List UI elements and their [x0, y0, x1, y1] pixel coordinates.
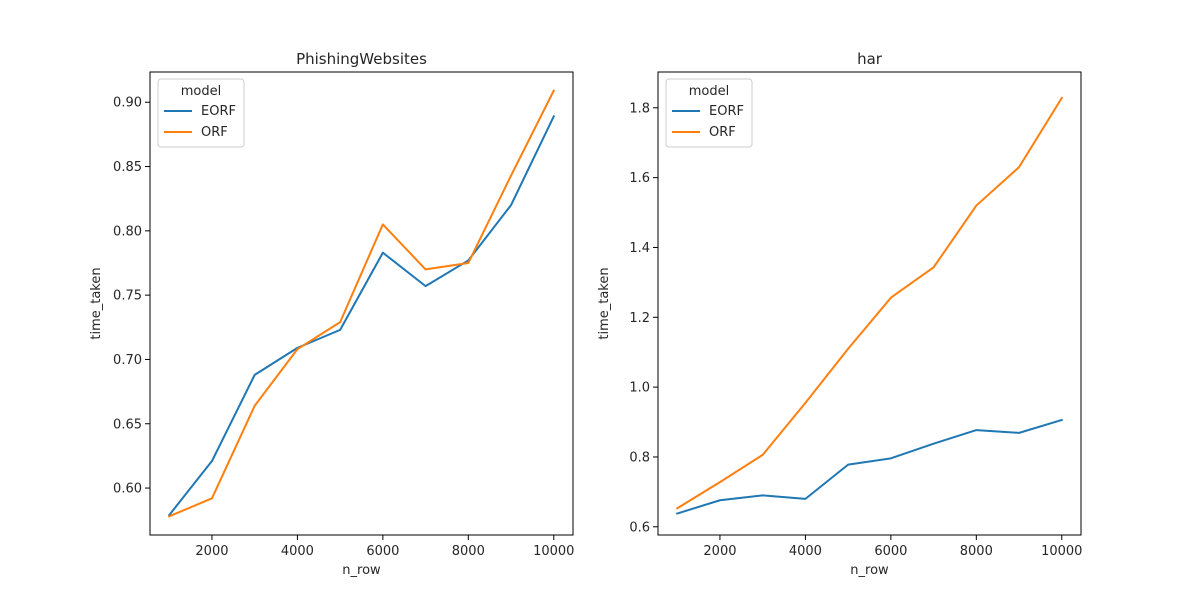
plot-frame [657, 71, 1082, 536]
legend: model EORF ORF [665, 78, 753, 148]
y-tick-label: 1.6 [629, 171, 650, 186]
y-tick-label: 0.90 [113, 96, 142, 111]
x-tick-label: 4000 [281, 544, 314, 559]
x-tick-label: 10000 [1041, 544, 1082, 559]
x-tick-label: 4000 [789, 544, 822, 559]
x-tick-label: 2000 [195, 544, 228, 559]
x-tick-label: 8000 [960, 544, 993, 559]
x-tick-label: 2000 [703, 544, 736, 559]
series-line-orf [167, 89, 556, 518]
legend-box [665, 78, 753, 148]
plot-frame [149, 71, 574, 536]
legend-box [157, 78, 245, 148]
chart-panel-2: 2000 4000 6000 8000 10000 0.6 0.8 1.0 1.2 1.4 1.6 1… [597, 50, 1082, 578]
y-tick-label: 0.8 [629, 450, 650, 465]
chart-title: har [857, 50, 883, 68]
x-tick-label: 6000 [874, 544, 907, 559]
series-line-eorf [675, 418, 1064, 515]
y-tick-label: 0.65 [113, 417, 142, 432]
y-tick-label: 1.4 [629, 241, 650, 256]
y-tick-label: 0.80 [113, 224, 142, 239]
y-tick-label: 0.85 [113, 160, 142, 175]
y-tick-label: 0.70 [113, 353, 142, 368]
y-tick-label: 0.60 [113, 482, 142, 497]
legend-title: model [181, 84, 221, 99]
y-axis-label: time_taken [597, 267, 612, 339]
x-axis-label: n_row [850, 563, 889, 578]
y-tick-label: 0.75 [113, 289, 142, 304]
y-axis-label: time_taken [89, 267, 104, 339]
legend-label-orf: ORF [201, 125, 228, 140]
y-tick-label: 1.0 [629, 381, 650, 396]
x-axis-label: n_row [342, 563, 381, 578]
legend-label-orf: ORF [709, 125, 736, 140]
x-tick-label: 6000 [366, 544, 399, 559]
y-tick-label: 1.8 [629, 101, 650, 116]
legend-label-eorf: EORF [709, 104, 744, 119]
chart-title: PhishingWebsites [296, 50, 427, 68]
y-tick-label: 1.2 [629, 311, 650, 326]
x-tick-label: 10000 [533, 544, 574, 559]
legend: model EORF ORF [157, 78, 245, 148]
y-tick-label: 0.6 [629, 520, 650, 535]
legend-label-eorf: EORF [201, 104, 236, 119]
series-line-orf [675, 96, 1064, 510]
chart-panel-1: 2000 4000 6000 8000 10000 0.60 0.65 0.70 0.75 0.8… [89, 50, 574, 578]
series-line-eorf [167, 115, 556, 517]
x-tick-label: 8000 [452, 544, 485, 559]
legend-title: model [689, 84, 729, 99]
